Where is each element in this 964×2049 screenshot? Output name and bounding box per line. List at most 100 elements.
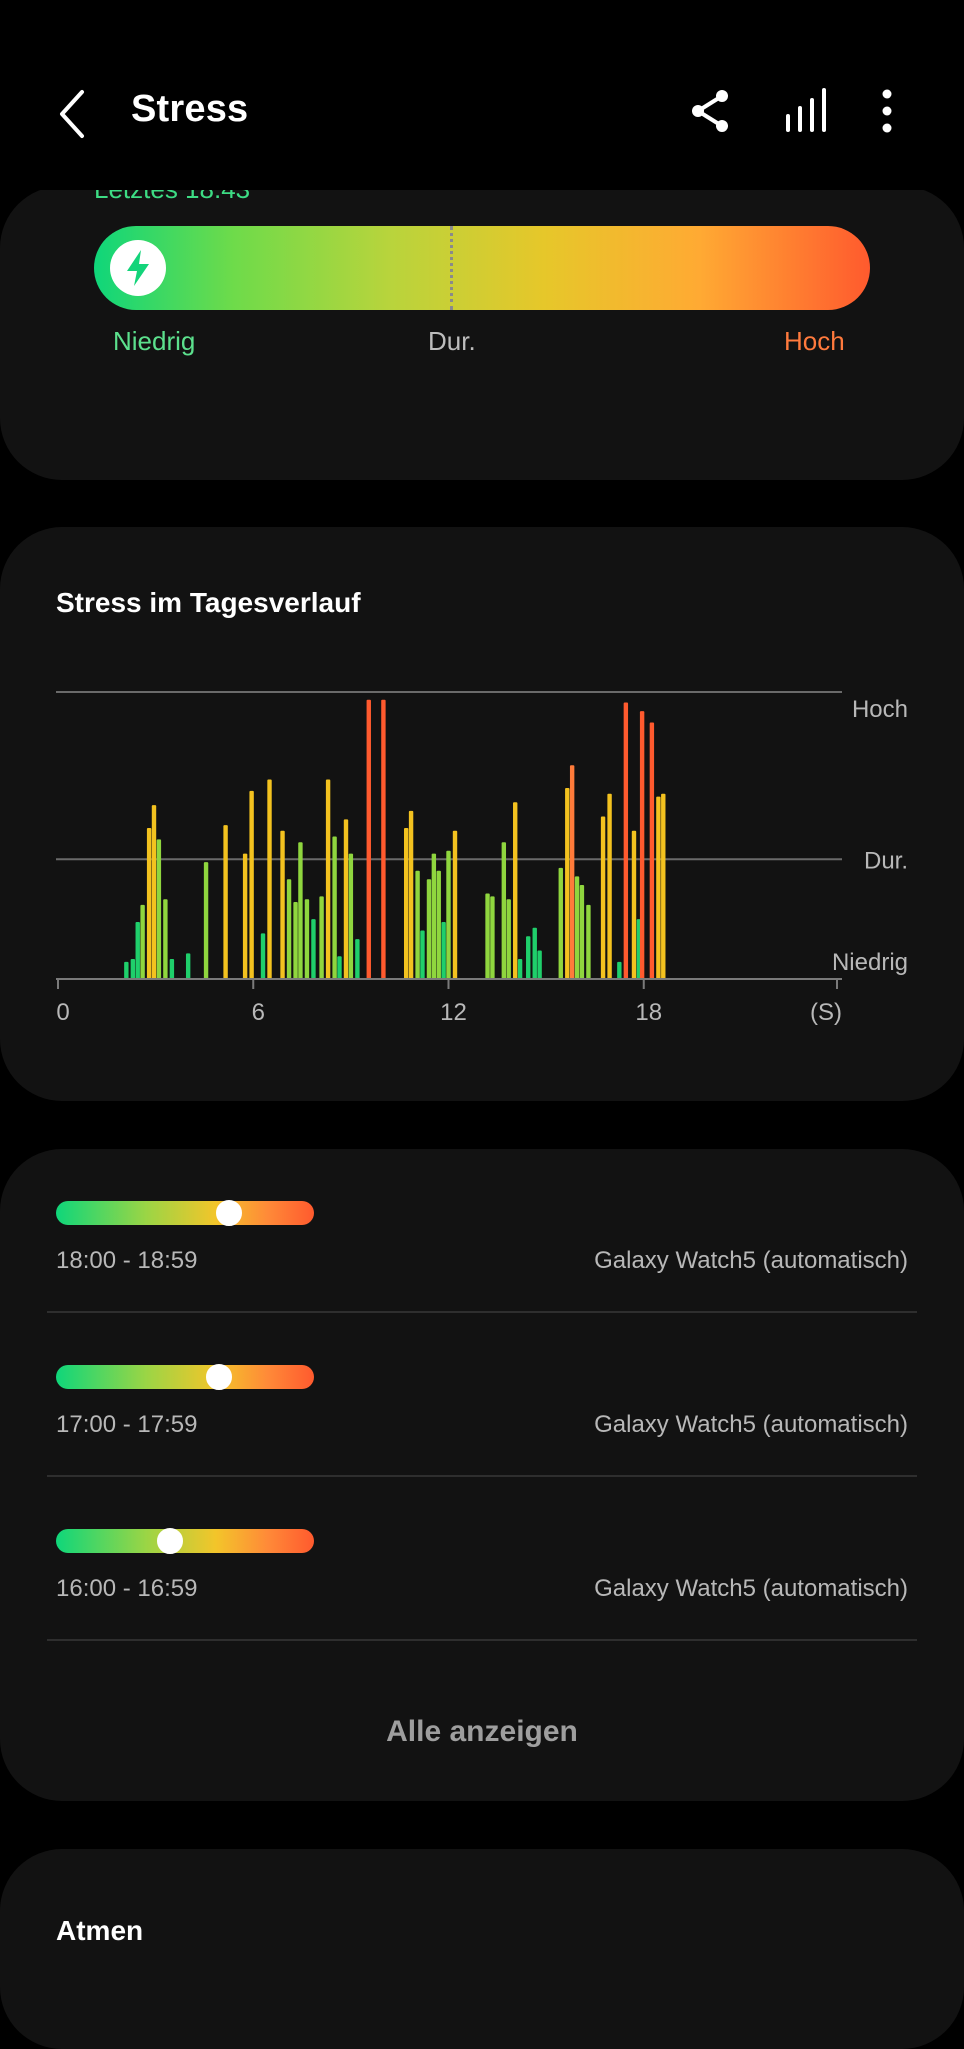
gauge-average-marker	[450, 226, 453, 310]
chart-bar	[426, 879, 432, 979]
x-tick-label: 0	[56, 999, 69, 1026]
entry-level-knob	[205, 1364, 232, 1390]
chart-bar	[579, 884, 585, 979]
chart-bar	[558, 867, 563, 979]
chart-bar	[311, 919, 316, 979]
chart-bar	[249, 790, 254, 979]
chart-bar	[203, 862, 209, 979]
chart-bar	[607, 793, 612, 979]
chart-bar	[146, 827, 152, 979]
scale-label-low: Niedrig	[113, 326, 196, 356]
chart-bar	[420, 930, 425, 979]
chart-bar	[569, 765, 575, 979]
chart-bar	[223, 825, 228, 979]
chart-bar	[355, 939, 360, 979]
chart-bar	[163, 899, 168, 979]
chart-bar	[490, 896, 495, 979]
chart-bar	[431, 853, 437, 979]
divider	[47, 1311, 917, 1313]
entry-stress-bar	[56, 1528, 314, 1554]
entry-item[interactable]: 17:00 - 17:59 Galaxy Watch5 (automatisch…	[0, 1313, 964, 1477]
stress-lightning-icon	[110, 240, 166, 296]
level-label-average: Dur.	[864, 847, 908, 874]
chart-bar	[574, 876, 580, 979]
chart-bar	[565, 788, 570, 979]
chart-bar	[513, 802, 518, 979]
chart-bar	[506, 899, 511, 979]
scale-label-high: Hoch	[784, 326, 845, 356]
chart-bar	[617, 961, 622, 979]
chart-bar	[242, 853, 248, 979]
trends-chart-icon[interactable]	[780, 86, 830, 136]
breathing-card[interactable]: Atmen	[0, 1849, 964, 2049]
divider	[47, 1639, 917, 1641]
chart-bar	[526, 936, 531, 979]
more-options-icon[interactable]	[862, 86, 912, 136]
entry-stress-bar	[56, 1364, 314, 1390]
chart-bar	[623, 702, 629, 979]
chart-bar	[124, 961, 129, 979]
chart-bar	[532, 927, 537, 979]
entry-item[interactable]: 16:00 - 16:59 Galaxy Watch5 (automatisch…	[0, 1477, 964, 1641]
chart-bar	[403, 827, 409, 979]
chart-bar	[280, 830, 285, 979]
chart-bar	[185, 953, 191, 979]
entry-time: 18:00 - 18:59	[56, 1247, 198, 1274]
chart-bar	[381, 699, 386, 979]
daily-stress-card: Stress im Tagesverlauf 0 6 12 18 (S) Hoch Dur.…	[0, 527, 964, 1101]
chart-bar	[304, 899, 310, 979]
chart-bar	[169, 959, 175, 979]
chart-bar	[337, 956, 342, 979]
entry-time: 16:00 - 16:59	[56, 1575, 198, 1602]
stress-summary-card: Letztes 18:43 Niedrig Dur. Hoch	[0, 186, 964, 480]
entry-time: 17:00 - 17:59	[56, 1411, 198, 1438]
chart-bar	[446, 850, 451, 979]
entry-level-knob	[215, 1200, 242, 1226]
chart-bar	[151, 805, 157, 979]
level-label-low: Niedrig	[832, 949, 908, 976]
chart-bar	[325, 779, 331, 979]
divider	[47, 1475, 917, 1477]
chart-bar	[441, 922, 446, 979]
chart-bar	[140, 904, 145, 979]
chart-bar	[286, 879, 292, 979]
entry-item[interactable]: 18:00 - 18:59 Galaxy Watch5 (automatisch…	[0, 1149, 964, 1313]
x-tick-label: 18	[635, 999, 662, 1026]
chart-bar	[343, 819, 349, 979]
scale-label-average: Dur.	[428, 326, 476, 356]
breathing-title: Atmen	[56, 1915, 144, 1946]
stress-gauge-bar	[94, 226, 870, 310]
chart-bar	[267, 779, 272, 979]
chart-bar	[135, 922, 140, 979]
chart-bar	[649, 722, 655, 979]
chart-bar	[586, 904, 591, 979]
x-tick-label: 6	[252, 999, 265, 1026]
chart-bar	[156, 839, 162, 979]
entry-device: Galaxy Watch5 (automatisch)	[594, 1575, 908, 1602]
chart-bar	[408, 810, 414, 979]
chart-bar	[537, 950, 542, 979]
chart-bar	[130, 959, 136, 979]
daily-chart-title: Stress im Tagesverlauf	[56, 587, 361, 618]
chart-bar	[661, 793, 666, 979]
show-all-button[interactable]: Alle anzeigen	[386, 1715, 578, 1748]
level-label-high: Hoch	[852, 696, 908, 723]
chart-bar	[656, 796, 661, 979]
x-unit-label: (S)	[810, 999, 842, 1026]
entry-stress-bar	[56, 1200, 314, 1226]
chart-bar	[600, 816, 606, 979]
back-arrow-icon[interactable]	[50, 84, 100, 144]
share-icon[interactable]	[686, 86, 736, 136]
daily-stress-chart: 0 6 12 18 (S) Hoch Dur. Niedrig	[56, 691, 908, 1026]
chart-bar	[501, 842, 507, 979]
chart-bar	[319, 896, 324, 979]
chart-bar	[436, 870, 441, 979]
chart-bar	[639, 711, 645, 979]
x-tick-label: 12	[440, 999, 467, 1026]
chart-bar	[631, 830, 637, 979]
entry-level-knob	[156, 1528, 183, 1554]
chart-bar	[452, 830, 458, 979]
app-header: Stress	[0, 0, 964, 190]
page-title: Stress	[131, 88, 249, 130]
chart-bar	[348, 853, 354, 979]
